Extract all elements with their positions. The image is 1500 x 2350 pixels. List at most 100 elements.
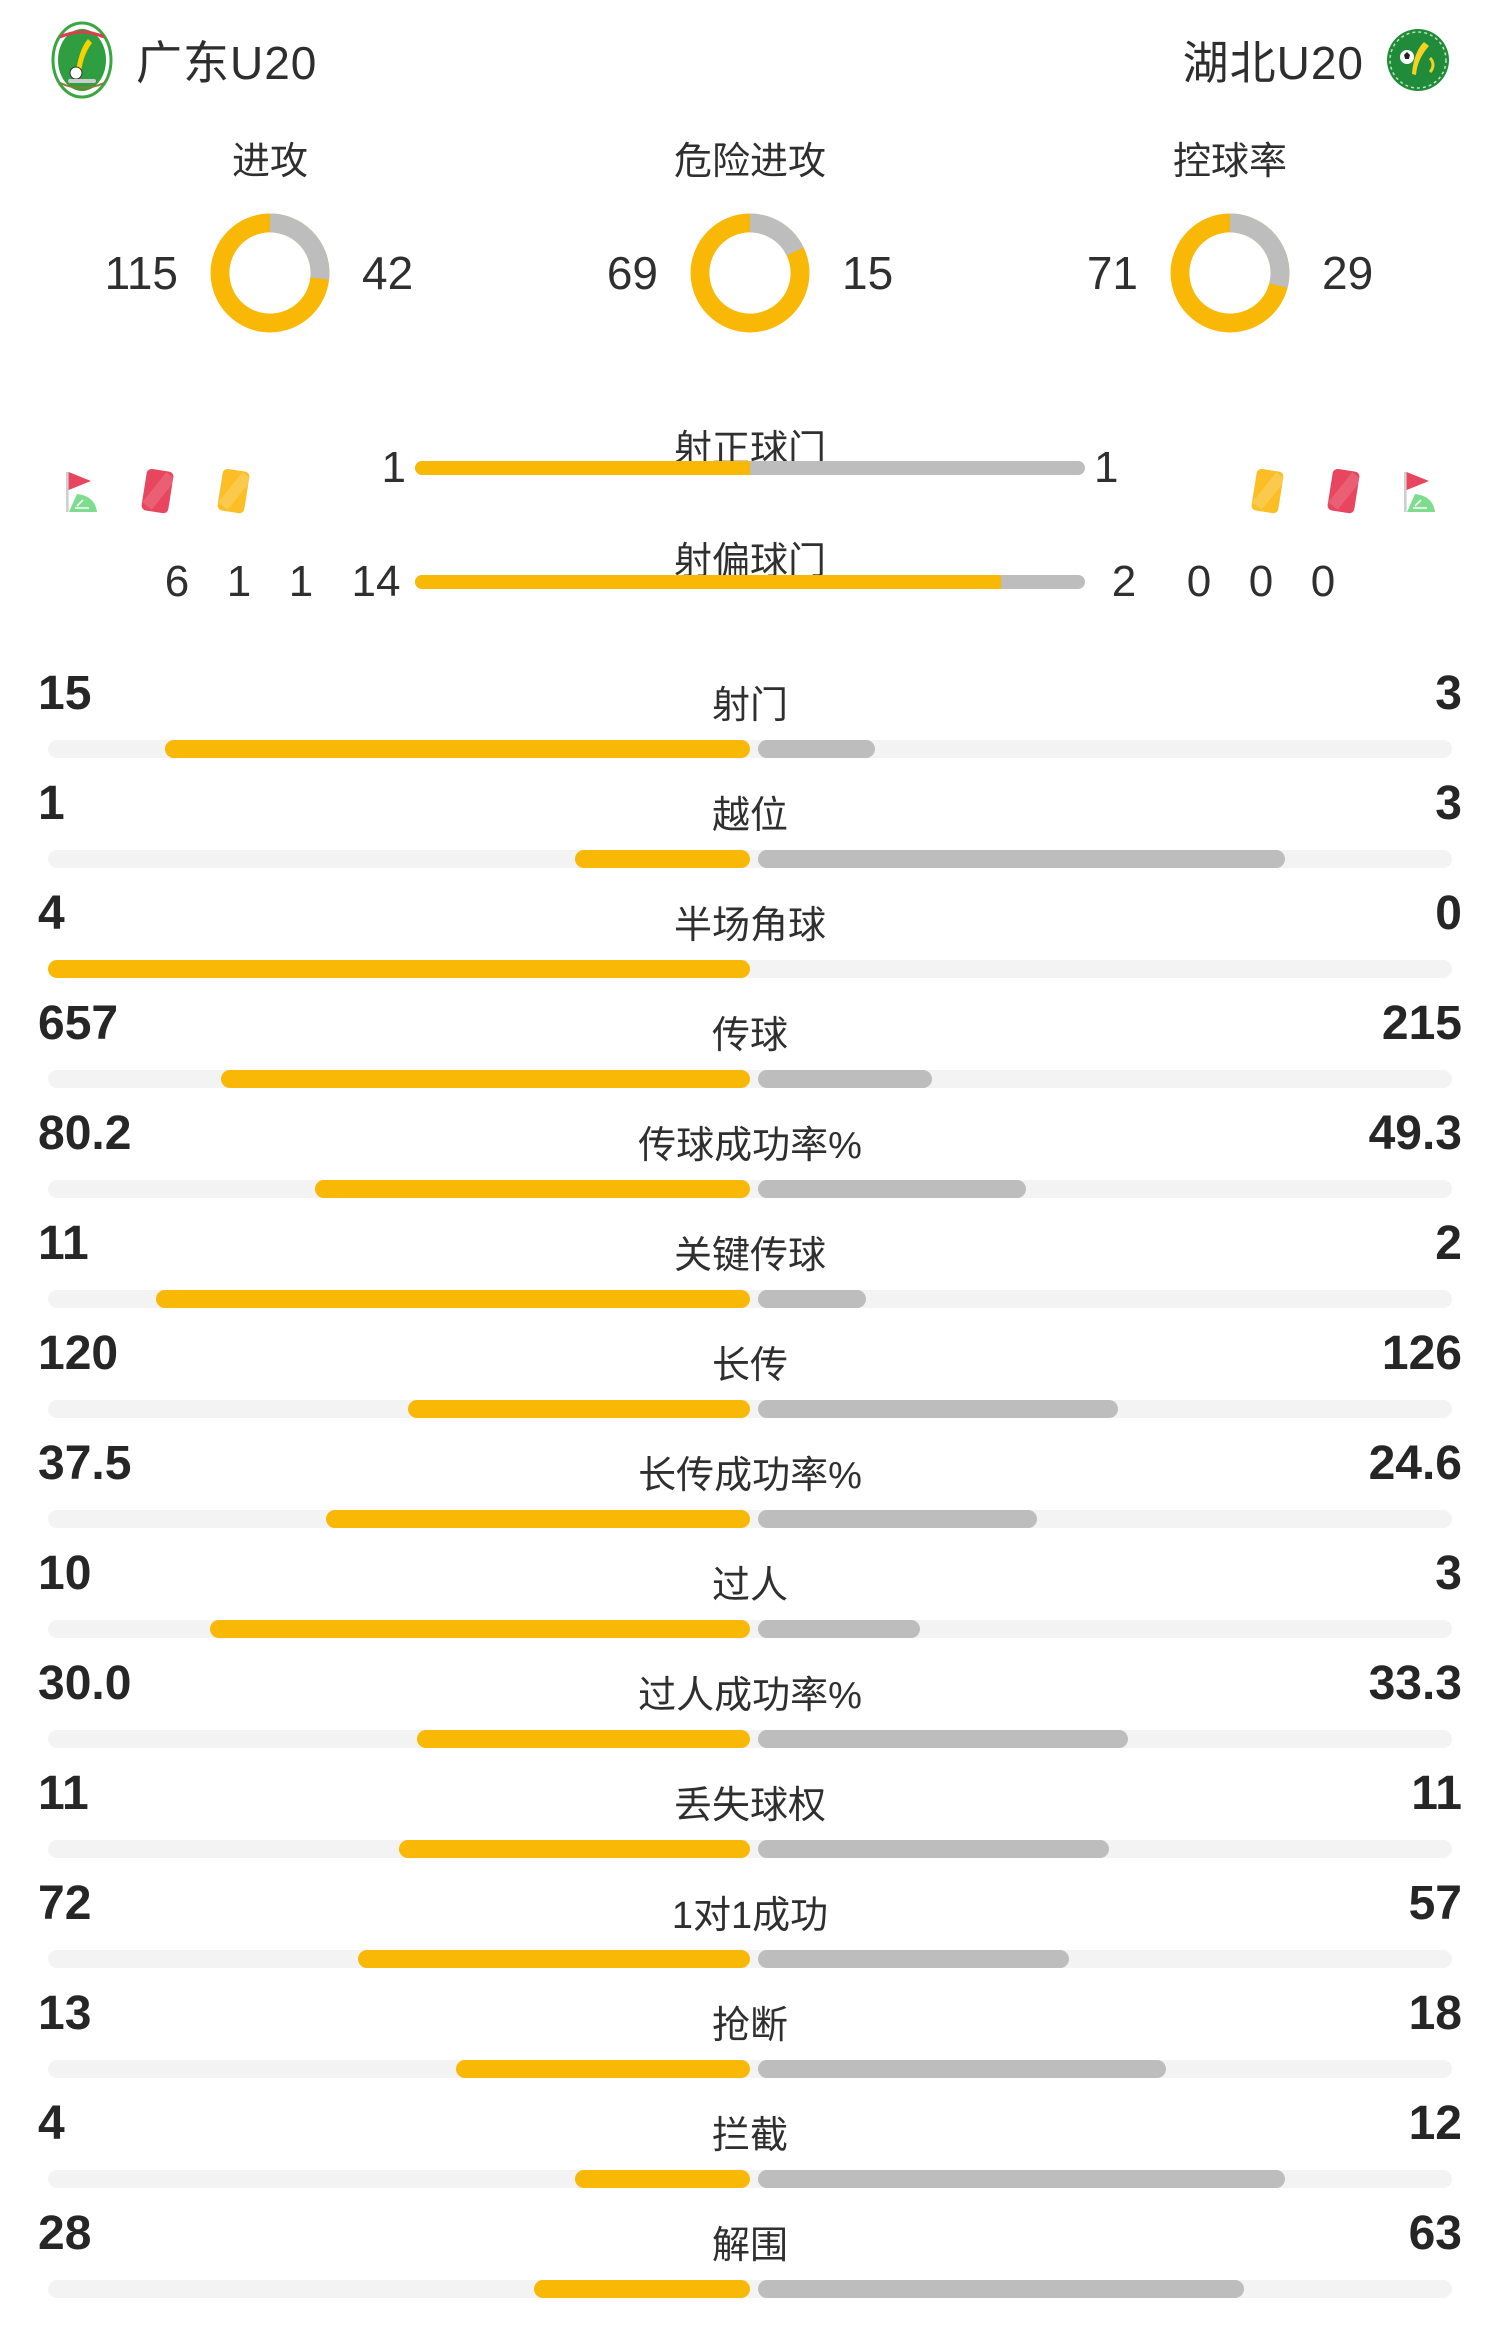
stat-away-bar — [758, 1290, 867, 1308]
shots-on-target-home-group: 1 — [0, 443, 420, 493]
stat-home-bar — [315, 1180, 750, 1198]
stat-home-value: 37.5 — [38, 1437, 132, 1490]
stat-home-bar — [326, 1510, 750, 1528]
donut-title: 进攻 — [231, 141, 308, 183]
stat-bar-track — [48, 2060, 1452, 2078]
home-team[interactable]: 广东U20 — [50, 21, 317, 99]
stat-bar-track — [48, 1290, 1452, 1308]
stat-row: 4 拦截 12 — [0, 2090, 1500, 2200]
stat-home-value: 28 — [38, 2207, 92, 2260]
stat-away-bar — [758, 2170, 1285, 2188]
stat-row: 30.0 过人成功率% 33.3 — [0, 1650, 1500, 1760]
shots-off-target-away-value: 2 — [1111, 557, 1137, 606]
stat-bar-track — [48, 1840, 1452, 1858]
stat-away-value: 12 — [1408, 2097, 1462, 2150]
red-card-icon — [131, 462, 183, 520]
stat-away-value: 0 — [1435, 887, 1462, 940]
stat-home-bar — [455, 2060, 750, 2078]
away-team[interactable]: 湖北U20 — [1183, 27, 1450, 93]
stat-away-bar — [758, 2280, 1245, 2298]
stat-label: 长传 — [711, 1345, 788, 1387]
stat-away-value: 215 — [1381, 997, 1462, 1050]
stat-row: 13 抢断 18 — [0, 1980, 1500, 2090]
stat-bar-track — [48, 2170, 1452, 2188]
stat-home-value: 1 — [38, 777, 65, 830]
stat-bar-track — [48, 2280, 1452, 2298]
donut-cell-1: 危险进攻 69 15 — [530, 130, 970, 339]
away-counter-group: 2 0 0 0 — [1080, 557, 1500, 607]
stat-away-bar — [758, 1070, 932, 1088]
stat-away-value: 63 — [1408, 2207, 1462, 2260]
stat-home-value: 11 — [38, 1767, 89, 1820]
shots-off-target-bar — [415, 575, 1085, 589]
stat-home-bar — [165, 740, 750, 758]
donut-chart-0 — [204, 207, 336, 339]
stat-away-bar — [758, 1400, 1118, 1418]
stat-home-bar — [221, 1070, 750, 1088]
stat-home-value: 4 — [38, 887, 65, 940]
stat-row: 28 解围 63 — [0, 2200, 1500, 2310]
stat-bar-track — [48, 960, 1452, 978]
stat-bar-track — [48, 1180, 1452, 1198]
stat-row: 80.2 传球成功率% 49.3 — [0, 1100, 1500, 1210]
stat-away-value: 11 — [1411, 1767, 1462, 1820]
stat-row: 37.5 长传成功率% 24.6 — [0, 1430, 1500, 1540]
yellow-card-icon — [1241, 462, 1293, 520]
stat-away-value: 2 — [1435, 1217, 1462, 1270]
home-discipline-icons — [55, 462, 259, 520]
guangdong-crest-icon — [50, 21, 114, 99]
stat-home-value: 10 — [38, 1547, 92, 1600]
stat-home-bar — [210, 1620, 750, 1638]
stat-row: 120 长传 126 — [0, 1320, 1500, 1430]
stat-label: 抢断 — [711, 2005, 788, 2047]
shots-on-target-bar — [415, 461, 1085, 475]
stat-row: 1 越位 3 — [0, 770, 1500, 880]
donut-away-value: 29 — [1322, 247, 1374, 299]
stat-away-value: 3 — [1435, 1547, 1462, 1600]
stat-home-value: 15 — [38, 667, 92, 720]
shots-on-target-home-fill — [415, 461, 750, 475]
donut-chart-2 — [1164, 207, 1296, 339]
stat-label: 丢失球权 — [673, 1785, 826, 1827]
stat-label: 传球成功率% — [638, 1125, 862, 1167]
stat-home-value: 80.2 — [38, 1107, 132, 1160]
stat-row: 15 射门 3 — [0, 660, 1500, 770]
donut-home-value: 69 — [606, 247, 658, 299]
stat-home-bar — [399, 1840, 750, 1858]
stat-label: 拦截 — [711, 2115, 788, 2157]
donut-row: 115 42 — [86, 207, 454, 339]
stat-bar-track — [48, 1620, 1452, 1638]
corner-flag-icon — [55, 462, 107, 520]
stat-list: 15 射门 3 1 越位 3 4 半场角球 0 657 传球 215 80.2 传球成功率% 49.3 11 关… — [0, 660, 1500, 2310]
stat-label: 长传成功率% — [638, 1455, 862, 1497]
red-card-icon — [1317, 462, 1369, 520]
shots-on-target-home-value: 1 — [381, 443, 406, 492]
stat-away-value: 33.3 — [1368, 1657, 1462, 1710]
stat-home-value: 120 — [38, 1327, 119, 1380]
stat-home-bar — [574, 2170, 750, 2188]
stat-home-bar — [407, 1400, 750, 1418]
donut-cell-2: 控球率 71 29 — [1010, 130, 1450, 339]
stat-home-bar — [358, 1950, 750, 1968]
donut-home-value: 71 — [1086, 247, 1138, 299]
stat-row: 10 过人 3 — [0, 1540, 1500, 1650]
stat-home-value: 72 — [38, 1877, 92, 1930]
home-red-cards-value: 1 — [226, 557, 252, 606]
stat-home-bar — [574, 850, 750, 868]
stat-label: 越位 — [711, 795, 788, 837]
donut-row: 69 15 — [566, 207, 934, 339]
stat-label: 关键传球 — [673, 1235, 826, 1277]
stat-away-value: 3 — [1435, 667, 1462, 720]
stat-label: 过人成功率% — [638, 1675, 862, 1717]
stat-away-bar — [758, 2060, 1167, 2078]
stat-bar-track — [48, 1950, 1452, 1968]
stat-bar-track — [48, 1400, 1452, 1418]
shots-on-target-away-group: 1 — [1080, 443, 1500, 493]
stat-away-bar — [758, 1180, 1026, 1198]
stat-away-bar — [758, 1510, 1037, 1528]
donut-row: 71 29 — [1046, 207, 1414, 339]
stat-home-value: 4 — [38, 2097, 65, 2150]
away-team-name: 湖北U20 — [1182, 37, 1364, 89]
teams-header: 广东U20 湖北U20 — [0, 0, 1500, 120]
